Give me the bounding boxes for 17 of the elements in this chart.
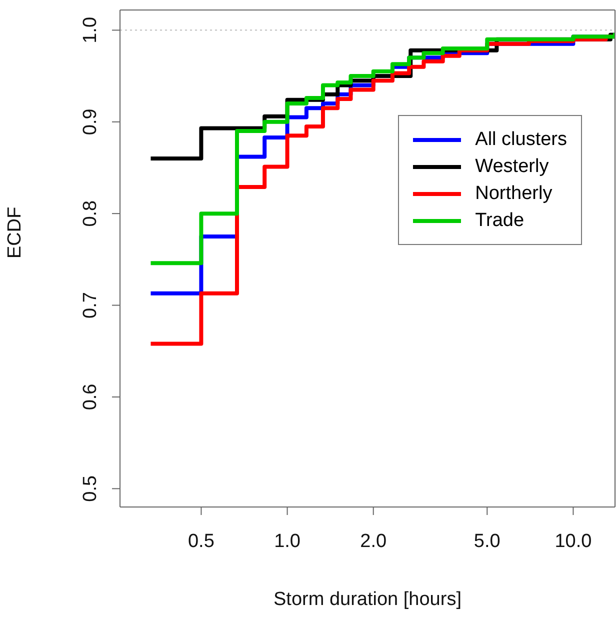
x-tick-label: 1.0 xyxy=(274,531,300,552)
legend-label: Trade xyxy=(475,210,524,232)
y-tick-label: 0.9 xyxy=(80,108,101,136)
y-tick-label: 0.7 xyxy=(80,292,101,318)
x-tick-label: 2.0 xyxy=(360,531,387,552)
x-tick-label: 10.0 xyxy=(554,531,592,552)
legend-label: All clusters xyxy=(475,128,567,150)
legend-label: Northerly xyxy=(475,182,552,204)
y-tick-label: 0.6 xyxy=(80,384,101,410)
y-tick-label: 0.5 xyxy=(80,475,101,502)
y-tick-label: 1.0 xyxy=(80,16,101,44)
legend-label: Westerly xyxy=(475,156,549,178)
y-tick-label: 0.8 xyxy=(80,200,101,227)
x-tick-label: 5.0 xyxy=(474,531,500,552)
x-axis-title: Storm duration [hours] xyxy=(274,589,462,610)
x-tick-label: 0.5 xyxy=(188,531,214,552)
y-axis-title: ECDF xyxy=(4,206,26,258)
